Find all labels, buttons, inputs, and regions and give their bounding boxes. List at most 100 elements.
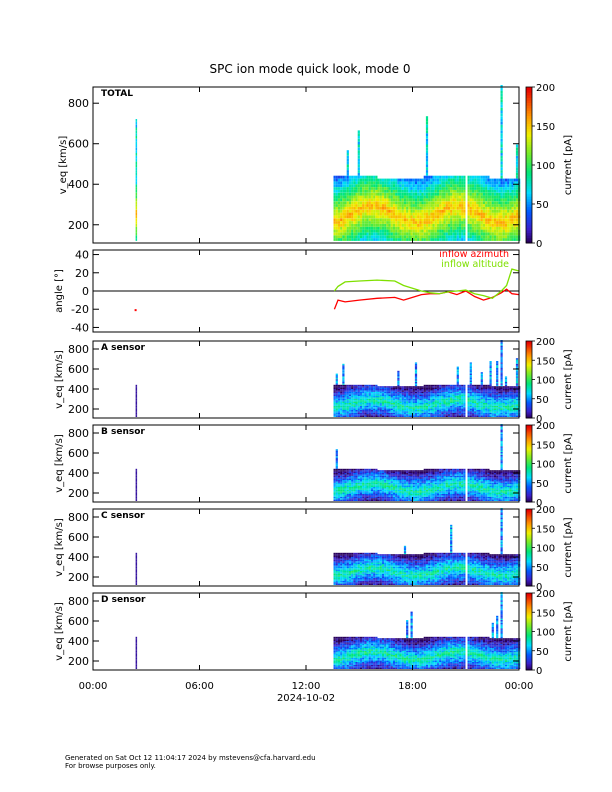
heatmap-cell [500,226,503,230]
heatmap-cell [353,489,356,492]
heatmap-cell [432,393,435,395]
heatmap-cell [384,414,387,416]
heatmap-cell [351,407,354,409]
heatmap-cell [458,408,462,410]
heatmap-cell [423,195,426,199]
heatmap-cell [366,229,369,233]
heatmap-cell [469,366,472,368]
heatmap-cell [452,215,455,219]
heatmap-cell [379,184,382,187]
heatmap-cell [417,387,420,389]
heatmap-cell [342,229,345,233]
heatmap-cell [401,235,404,239]
heatmap-cell [507,404,510,406]
heatmap-cell [362,215,365,219]
heatmap-cell [432,204,435,207]
heatmap-cell [357,498,360,500]
heatmap-cell [476,411,479,413]
heatmap-cell [478,403,481,405]
heatmap-cell [414,218,418,222]
heatmap-cell [333,403,336,405]
heatmap-cell [335,206,338,210]
heatmap-cell [406,201,409,205]
heatmap-cell [423,384,426,387]
heatmap-cell [379,499,382,501]
heatmap-cell [388,224,391,227]
heatmap-cell [368,414,371,416]
heatmap-cell [467,396,470,398]
heatmap-cell [489,361,492,363]
heatmap-cell [362,496,365,499]
heatmap-cell [355,475,358,478]
heatmap-cell [359,478,363,480]
heatmap-cell [430,414,433,416]
heatmap-cell [377,394,380,396]
heatmap-cell [386,474,389,476]
heatmap-cell [379,195,382,199]
heatmap-cell [439,232,442,236]
heatmap-cell [368,178,371,182]
heatmap-cell [344,415,347,417]
heatmap-cell [443,198,446,202]
heatmap-cell [351,482,354,485]
colorbar-cell [526,382,532,384]
heatmap-cell [386,412,389,415]
heatmap-cell [362,415,365,417]
heatmap-cell [456,195,459,199]
heatmap-cell [463,238,466,241]
heatmap-cell [500,150,503,153]
heatmap-cell [348,384,352,387]
heatmap-cell [381,198,385,202]
heatmap-cell [135,415,138,417]
heatmap-cell [359,400,363,402]
heatmap-cell [377,410,380,412]
heatmap-cell [342,498,345,500]
heatmap-cell [364,397,367,399]
heatmap-cell [500,195,503,199]
heatmap-cell [485,232,488,236]
heatmap-cell [498,405,501,408]
heatmap-cell [399,412,402,415]
heatmap-cell [386,181,389,185]
heatmap-cell [410,410,413,412]
heatmap-cell [135,158,138,162]
heatmap-cell [368,499,371,501]
heatmap-cell [485,224,488,227]
heatmap-cell [414,238,418,241]
heatmap-cell [333,189,336,193]
heatmap-cell [337,496,341,499]
heatmap-cell [373,396,376,398]
heatmap-cell [482,391,486,394]
heatmap-cell [471,235,475,239]
heatmap-cell [373,481,376,483]
heatmap-cell [515,235,519,239]
heatmap-cell [504,400,508,402]
heatmap-cell [461,218,464,222]
heatmap-cell [348,496,352,499]
heatmap-cell [340,394,343,396]
heatmap-cell [379,477,382,479]
heatmap-cell [485,209,488,213]
heatmap-cell [425,403,429,405]
heatmap-cell [456,226,459,230]
heatmap-cell [386,410,389,412]
heatmap-cell [364,187,367,190]
heatmap-cell [346,401,349,403]
heatmap-cell [346,235,349,239]
heatmap-cell [351,198,354,202]
heatmap-cell [428,390,431,392]
heatmap-cell [135,212,138,216]
heatmap-cell [386,496,389,499]
colorbar-cell [526,342,532,345]
heatmap-cell [456,201,459,205]
heatmap-cell [428,212,431,216]
heatmap-cell [403,411,407,413]
heatmap-cell [399,221,402,224]
heatmap-cell [485,386,488,388]
heatmap-cell [469,404,472,406]
heatmap-cell [421,405,424,408]
heatmap-cell [410,397,413,399]
heatmap-cell [502,390,505,392]
heatmap-cell [417,401,420,403]
